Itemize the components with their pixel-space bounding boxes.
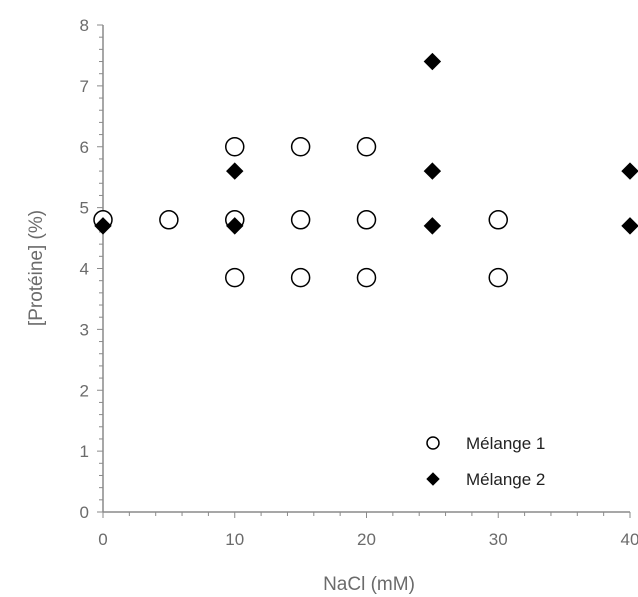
- y-tick-label: 3: [80, 320, 89, 339]
- legend-circle-marker: [426, 436, 440, 450]
- data-point-circle: [225, 267, 245, 288]
- legend-label-melange-2: Mélange 2: [466, 470, 545, 489]
- data-point-circle: [290, 210, 311, 230]
- data-point-diamond: [226, 162, 244, 180]
- series-2: [94, 52, 638, 235]
- data-point-circle: [159, 210, 179, 230]
- series-1: [93, 137, 508, 288]
- data-point-circle: [225, 137, 245, 157]
- y-tick-label: 5: [80, 199, 89, 218]
- data-point-circle: [356, 210, 377, 230]
- data-point-circle: [290, 137, 311, 157]
- data-point-diamond: [226, 217, 244, 235]
- y-axis-title: [Protéine] (%): [26, 210, 47, 326]
- y-tick-label: 4: [80, 260, 89, 279]
- data-point-diamond: [423, 52, 442, 71]
- data-point-diamond: [621, 217, 638, 235]
- data-point-circle: [356, 137, 377, 157]
- data-point-circle: [290, 267, 311, 288]
- y-tick-label: 6: [80, 138, 89, 157]
- x-tick-label: 0: [98, 530, 107, 549]
- y-tick-label: 2: [80, 381, 89, 400]
- data-point-circle: [356, 267, 377, 288]
- legend: Mélange 1 Mélange 2: [426, 434, 545, 489]
- y-tick-label: 8: [80, 16, 89, 35]
- data-point-diamond: [94, 217, 112, 235]
- data-points: [93, 52, 638, 288]
- data-point-diamond: [621, 162, 638, 180]
- legend-marker-melange-2: [426, 472, 440, 486]
- data-point-circle: [488, 267, 508, 288]
- x-tick-label: 10: [225, 530, 244, 549]
- x-tick-label: 30: [489, 530, 508, 549]
- x-axis-title: NaCl (mM): [323, 574, 415, 595]
- legend-marker-melange-1: [426, 436, 440, 450]
- y-tick-label: 1: [80, 442, 89, 461]
- y-tick-label: 7: [80, 77, 89, 96]
- data-point-diamond: [423, 217, 442, 235]
- y-tick-label: 0: [80, 503, 89, 522]
- data-point-diamond: [423, 162, 442, 180]
- x-tick-label: 40: [621, 530, 638, 549]
- legend-label-melange-1: Mélange 1: [466, 434, 545, 453]
- x-tick-label: 20: [357, 530, 376, 549]
- data-point-circle: [488, 210, 508, 230]
- legend-diamond-marker: [426, 472, 440, 486]
- tick-labels: 0 1 2 3 4 5 6 7 8 0 10 20 30 40: [80, 16, 638, 549]
- tick-marks: [97, 24, 631, 518]
